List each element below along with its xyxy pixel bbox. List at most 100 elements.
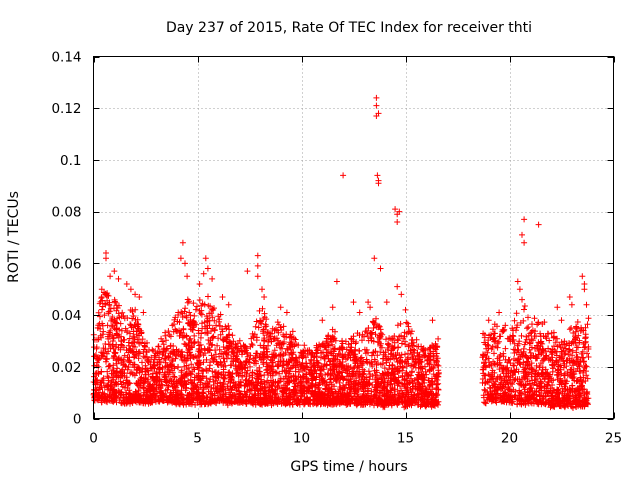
data-point [519, 231, 525, 238]
data-point [484, 396, 491, 403]
data-point [579, 273, 586, 280]
data-point [481, 351, 488, 358]
data-point [260, 342, 267, 349]
data-point [487, 385, 494, 392]
data-point [257, 319, 264, 326]
x-tick-label: 10 [293, 431, 310, 447]
data-point [363, 346, 370, 353]
data-point [486, 376, 493, 382]
data-point [209, 392, 216, 398]
data-point [98, 397, 105, 404]
data-point [528, 392, 535, 398]
data-point [127, 330, 133, 337]
data-point [94, 336, 100, 343]
data-point [346, 350, 353, 356]
data-point [239, 373, 246, 380]
data-point [560, 341, 566, 348]
data-point [385, 400, 392, 407]
data-point [249, 342, 256, 349]
data-point [217, 331, 224, 338]
data-point [107, 383, 114, 390]
data-point [191, 312, 198, 319]
data-point [182, 305, 189, 312]
data-point [411, 362, 418, 369]
data-point [418, 363, 424, 370]
data-point [112, 343, 119, 350]
data-point [426, 382, 433, 389]
data-point [308, 370, 315, 377]
data-point [507, 380, 514, 387]
data-point [208, 352, 215, 359]
data-point [574, 319, 581, 325]
data-point [494, 340, 501, 347]
data-point [547, 356, 554, 363]
data-point [428, 366, 435, 372]
data-point [95, 322, 102, 329]
data-point [186, 309, 193, 316]
data-point [197, 310, 204, 317]
data-point [351, 351, 358, 358]
data-point [274, 319, 281, 326]
data-point [399, 373, 406, 380]
data-point [202, 350, 208, 357]
data-point [529, 321, 535, 328]
data-point [367, 304, 374, 311]
data-point [361, 388, 368, 395]
data-point [253, 382, 260, 389]
data-point [308, 356, 315, 363]
data-point [99, 320, 106, 327]
data-point [104, 382, 111, 389]
data-point [193, 321, 200, 328]
data-point [383, 299, 390, 306]
data-point [570, 330, 577, 336]
data-point [372, 321, 378, 328]
data-point [127, 321, 134, 328]
data-point [127, 397, 134, 404]
data-point [208, 384, 215, 391]
data-point [380, 401, 387, 408]
data-point [583, 368, 589, 375]
data-point [188, 361, 195, 368]
data-point [380, 349, 387, 356]
data-point [311, 362, 318, 369]
data-point [392, 374, 399, 381]
data-point [410, 350, 417, 357]
data-point [333, 366, 340, 373]
data-point [482, 341, 489, 348]
data-point [419, 354, 425, 361]
data-point [204, 265, 211, 272]
data-point [422, 390, 429, 397]
data-point [290, 389, 297, 396]
data-point [561, 402, 568, 409]
data-point [578, 386, 585, 393]
data-point [241, 388, 248, 395]
data-point [136, 395, 143, 402]
data-point [231, 398, 238, 405]
data-point [402, 306, 409, 313]
data-point [209, 275, 216, 282]
data-point [515, 347, 522, 354]
data-point [102, 291, 109, 298]
data-point [540, 355, 547, 362]
data-point [112, 319, 119, 326]
data-point [558, 353, 565, 360]
data-point [295, 366, 302, 373]
data-point [93, 344, 100, 351]
data-point [373, 375, 380, 381]
data-point [561, 394, 568, 400]
data-point [373, 315, 379, 322]
data-point [494, 361, 501, 368]
data-point [554, 304, 561, 311]
data-point [256, 354, 263, 361]
data-point [531, 333, 538, 340]
data-point [144, 367, 151, 374]
data-point [400, 364, 407, 371]
data-point [194, 354, 201, 361]
data-point [414, 397, 421, 404]
data-point [123, 281, 130, 287]
data-point [543, 353, 550, 360]
data-point [548, 393, 555, 400]
data-point [555, 391, 562, 397]
data-point [117, 320, 124, 327]
data-point [534, 355, 541, 362]
